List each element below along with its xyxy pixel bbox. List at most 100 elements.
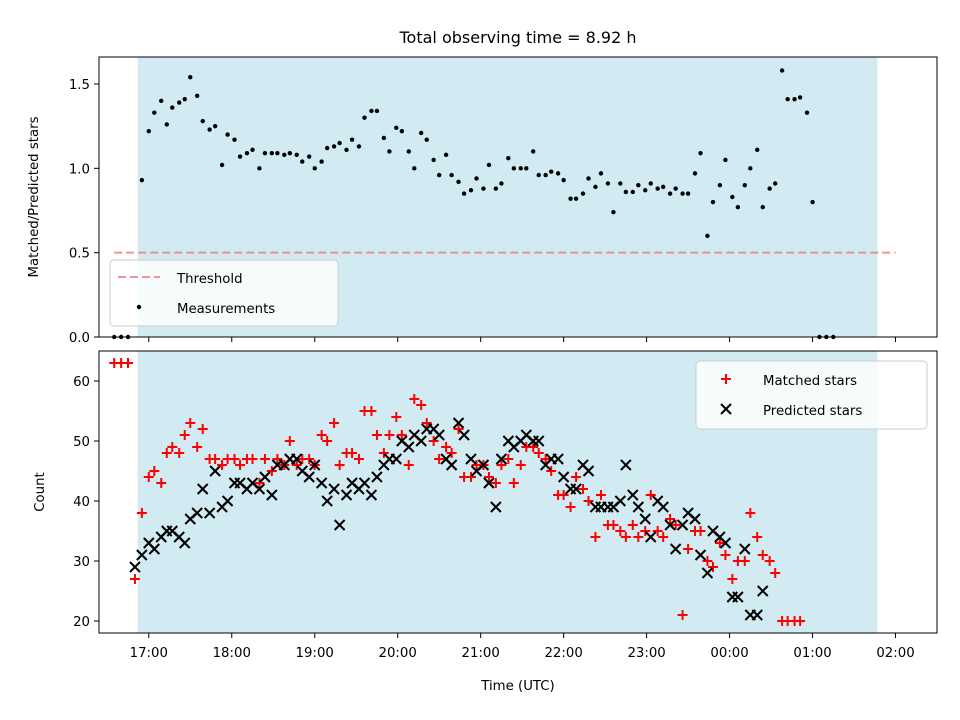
y-tick-label: 0.5 <box>69 247 90 262</box>
matched-star-point <box>403 460 414 470</box>
predicted-star-point <box>303 471 315 483</box>
measurement-point <box>518 166 523 171</box>
measurement-point <box>250 147 255 152</box>
measurement-point <box>598 171 604 176</box>
measurement-point <box>804 110 810 115</box>
matched-star-point <box>428 436 439 446</box>
measurement-point <box>755 147 760 152</box>
chart-title: Total observing time = 8.92 h <box>398 28 636 47</box>
measurement-point <box>362 115 367 120</box>
predicted-star-point <box>309 459 321 471</box>
matched-star-point <box>316 430 327 440</box>
matched-star-point <box>421 418 432 428</box>
matched-star-point <box>396 430 407 440</box>
measurement-point <box>723 157 728 163</box>
matched-star-point <box>167 442 178 452</box>
measurement-point <box>548 169 554 174</box>
measurement-point <box>159 98 164 104</box>
measurement-point <box>443 152 449 158</box>
matched-star-point <box>757 550 768 560</box>
x-tick-label: 18:00 <box>213 646 251 661</box>
matched-star-point <box>546 466 557 476</box>
predicted-star-point <box>390 453 403 465</box>
predicted-star-point <box>291 453 303 465</box>
predicted-star-point <box>676 519 689 531</box>
measurement-point <box>237 154 243 159</box>
matched-star-point <box>143 472 154 482</box>
measurement-point <box>356 144 362 149</box>
x-tick-label: 21:00 <box>461 646 499 661</box>
matched-star-point <box>322 436 333 446</box>
matched-star-point <box>615 526 626 536</box>
matched-star-point <box>583 496 594 506</box>
predicted-star-point <box>403 441 415 453</box>
measurement-point <box>630 189 635 195</box>
matched-star-point <box>210 454 221 464</box>
measurement-point <box>275 150 280 156</box>
top-x-ticks <box>148 337 897 342</box>
top-panel: 0.0 0.5 1.0 1.5 Matched/Predicted stars Thr… <box>27 56 938 346</box>
predicted-star-point <box>179 537 191 549</box>
measurement-point <box>705 233 710 238</box>
measurement-point <box>698 150 703 156</box>
legend-matched-label: Matched stars <box>763 374 857 389</box>
measurement-point <box>170 105 175 110</box>
predicted-star-point <box>266 489 278 501</box>
measurement-point <box>319 159 324 164</box>
matched-star-point <box>590 532 601 542</box>
predicted-star-point <box>664 519 676 531</box>
y-tick-label: 50 <box>73 435 90 450</box>
measurement-point <box>282 152 287 158</box>
top-axes-frame <box>98 56 938 338</box>
measurement-point <box>294 152 299 158</box>
matched-star-point <box>409 394 420 404</box>
matched-star-point <box>727 574 738 584</box>
matched-star-point <box>515 460 526 470</box>
predicted-star-point <box>371 471 383 483</box>
matched-star-point <box>416 400 427 410</box>
predicted-star-point <box>689 513 701 525</box>
measurement-point <box>481 186 486 191</box>
matched-star-point <box>795 616 806 626</box>
bottom-y-axis-label: Count <box>33 472 48 512</box>
y-tick-label: 1.0 <box>69 162 90 177</box>
predicted-star-point <box>333 519 346 531</box>
predicted-star-point <box>614 495 627 507</box>
matched-star-point <box>508 478 519 488</box>
measurement-point <box>381 135 387 141</box>
matched-star-point <box>533 448 544 458</box>
predicted-star-point <box>483 477 495 489</box>
measurement-point <box>394 125 399 131</box>
matched-star-point <box>217 460 228 470</box>
bottom-legend: Matched stars Predicted stars <box>695 360 928 430</box>
measurement-point <box>436 172 442 178</box>
measurement-point <box>773 181 778 186</box>
measurement-point <box>680 191 685 196</box>
matched-star-point <box>149 466 160 476</box>
matched-star-point <box>658 532 669 542</box>
predicted-star-point <box>657 501 669 513</box>
measurement-point <box>580 191 586 196</box>
measurement-point <box>524 166 529 171</box>
matched-star-point <box>284 436 295 446</box>
measurement-point <box>225 132 230 137</box>
measurement-point <box>735 204 741 210</box>
predicted-star-point <box>221 495 234 507</box>
predicted-star-point <box>632 501 645 513</box>
predicted-star-point <box>627 489 639 501</box>
measurement-point <box>673 186 678 191</box>
measurement-point <box>177 100 182 105</box>
measurement-point <box>207 127 212 132</box>
measurement-point <box>636 182 641 188</box>
matched-star-point <box>645 490 656 500</box>
measurement-point <box>344 147 349 152</box>
matched-star-point <box>441 442 452 452</box>
y-tick-label: 1.5 <box>69 78 90 93</box>
matched-star-points <box>109 358 806 626</box>
measurement-point <box>369 108 374 114</box>
y-tick-label: 20 <box>73 615 90 630</box>
matched-star-point <box>665 514 676 524</box>
matched-star-point <box>136 508 147 518</box>
measurement-point <box>146 129 151 134</box>
measurement-point <box>506 156 511 161</box>
